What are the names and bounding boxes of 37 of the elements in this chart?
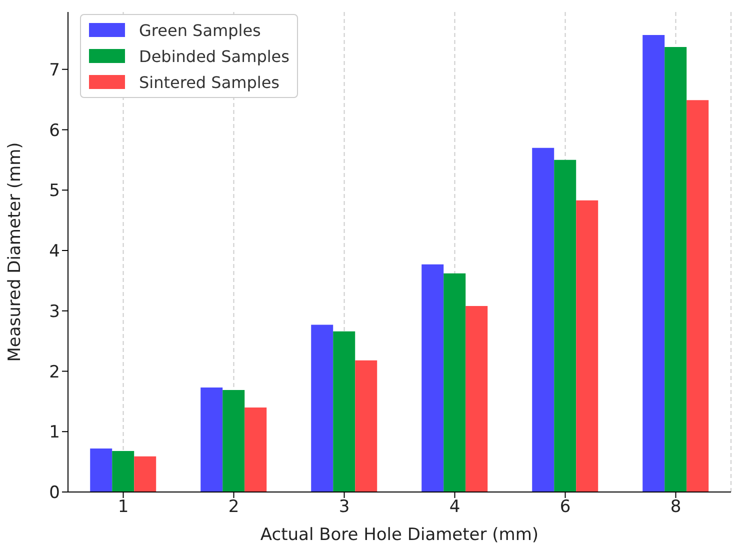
legend-label: Debinded Samples <box>139 46 290 66</box>
x-tick-label: 6 <box>560 497 571 518</box>
bar <box>532 148 554 492</box>
bar <box>311 324 334 492</box>
bar <box>333 331 356 492</box>
y-tick-label: 0 <box>49 483 60 504</box>
bar <box>444 273 466 492</box>
bar <box>686 100 709 492</box>
legend-label: Green Samples <box>139 20 261 40</box>
bar <box>112 450 134 492</box>
x-tick-label: 1 <box>118 497 129 518</box>
bar <box>355 360 378 492</box>
x-axis-title: Actual Bore Hole Diameter (mm) <box>260 525 539 545</box>
bar <box>554 160 576 492</box>
x-tick-label: 8 <box>670 497 682 518</box>
y-tick-label: 6 <box>49 120 60 141</box>
bar <box>664 47 687 492</box>
bar <box>244 407 267 492</box>
y-tick-label: 3 <box>49 302 60 322</box>
y-tick-label: 2 <box>49 362 60 382</box>
bar <box>222 390 245 492</box>
x-tick-label: 3 <box>338 497 350 518</box>
bar <box>422 264 444 492</box>
legend-label: Sintered Samples <box>139 72 280 92</box>
bar <box>90 448 112 492</box>
y-tick-label: 7 <box>49 60 60 80</box>
y-tick-label: 5 <box>49 181 60 202</box>
bar <box>200 388 223 492</box>
y-tick-label: 4 <box>49 242 60 262</box>
bar <box>466 306 488 492</box>
bar <box>642 34 665 492</box>
y-axis-title: Measured Diameter (mm) <box>5 142 26 362</box>
x-tick-label: 2 <box>228 497 240 518</box>
y-tick-label: 1 <box>49 422 60 443</box>
x-tick-label: 4 <box>449 497 460 518</box>
bar <box>576 200 598 492</box>
bar <box>134 456 156 492</box>
